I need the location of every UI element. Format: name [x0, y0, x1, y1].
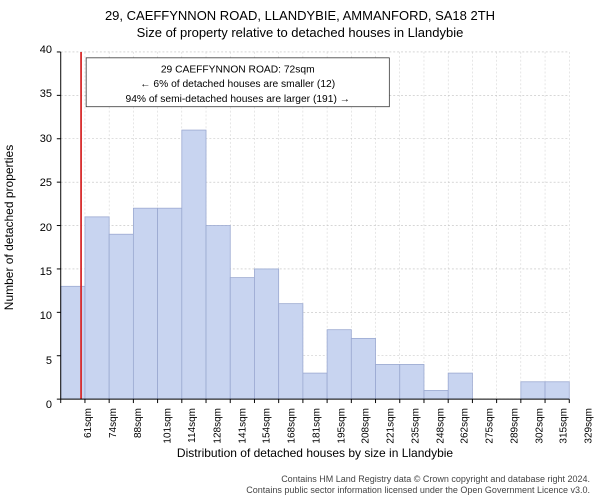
svg-text:← 6% of detached houses are sm: ← 6% of detached houses are smaller (12) [140, 79, 335, 90]
x-tick-label: 315sqm [559, 408, 570, 444]
x-tick-label: 128sqm [212, 408, 223, 444]
x-tick-label: 141sqm [237, 408, 248, 444]
plot-area: 29 CAEFFYNNON ROAD: 72sqm ← 6% of detache… [55, 50, 575, 405]
y-tick-label: 15 [22, 266, 52, 278]
x-tick-label: 221sqm [386, 408, 397, 444]
x-tick-label: 74sqm [108, 408, 119, 438]
x-tick-label: 88sqm [133, 408, 144, 438]
x-tick-label: 61sqm [83, 408, 94, 438]
chart-title-line2: Size of property relative to detached ho… [0, 23, 600, 40]
chart-title-line1: 29, CAEFFYNNON ROAD, LLANDYBIE, AMMANFOR… [0, 0, 600, 23]
footer-line2: Contains public sector information licen… [246, 485, 590, 496]
x-tick-label: 101sqm [163, 408, 174, 444]
y-axis-ticks: 0510152025303540 [20, 50, 52, 405]
x-tick-label: 154sqm [262, 408, 273, 444]
x-tick-label: 262sqm [460, 408, 471, 444]
x-tick-label: 302sqm [534, 408, 545, 444]
y-tick-label: 25 [22, 177, 52, 189]
y-tick-label: 5 [22, 355, 52, 367]
y-tick-label: 40 [22, 44, 52, 56]
x-tick-label: 289sqm [510, 408, 521, 444]
x-axis-ticks: 61sqm 74sqm 88sqm 101sqm 114sqm 128sqm 141sqm 1… [55, 408, 575, 448]
x-tick-label: 329sqm [584, 408, 595, 444]
x-tick-label: 168sqm [287, 408, 298, 444]
svg-text:29 CAEFFYNNON ROAD: 72sqm: 29 CAEFFYNNON ROAD: 72sqm [161, 64, 315, 75]
x-tick-label: 195sqm [336, 408, 347, 444]
y-tick-label: 0 [22, 399, 52, 411]
chart-container: 29, CAEFFYNNON ROAD, LLANDYBIE, AMMANFOR… [0, 0, 600, 500]
y-tick-label: 20 [22, 222, 52, 234]
x-tick-label: 114sqm [187, 408, 198, 443]
y-tick-label: 30 [22, 133, 52, 145]
x-axis-label: Distribution of detached houses by size … [55, 446, 575, 460]
x-tick-label: 208sqm [361, 408, 372, 444]
svg-text:94% of semi-detached houses ar: 94% of semi-detached houses are larger (… [125, 94, 349, 105]
x-tick-label: 248sqm [435, 408, 446, 444]
x-tick-label: 181sqm [311, 408, 322, 444]
histogram-svg: 29 CAEFFYNNON ROAD: 72sqm ← 6% of detache… [55, 50, 575, 405]
y-tick-label: 35 [22, 88, 52, 100]
attribution-footer: Contains HM Land Registry data © Crown c… [246, 474, 590, 497]
footer-line1: Contains HM Land Registry data © Crown c… [246, 474, 590, 485]
y-tick-label: 10 [22, 310, 52, 322]
y-axis-label: Number of detached properties [2, 50, 18, 405]
x-tick-label: 235sqm [410, 408, 421, 444]
x-tick-label: 275sqm [485, 408, 496, 444]
